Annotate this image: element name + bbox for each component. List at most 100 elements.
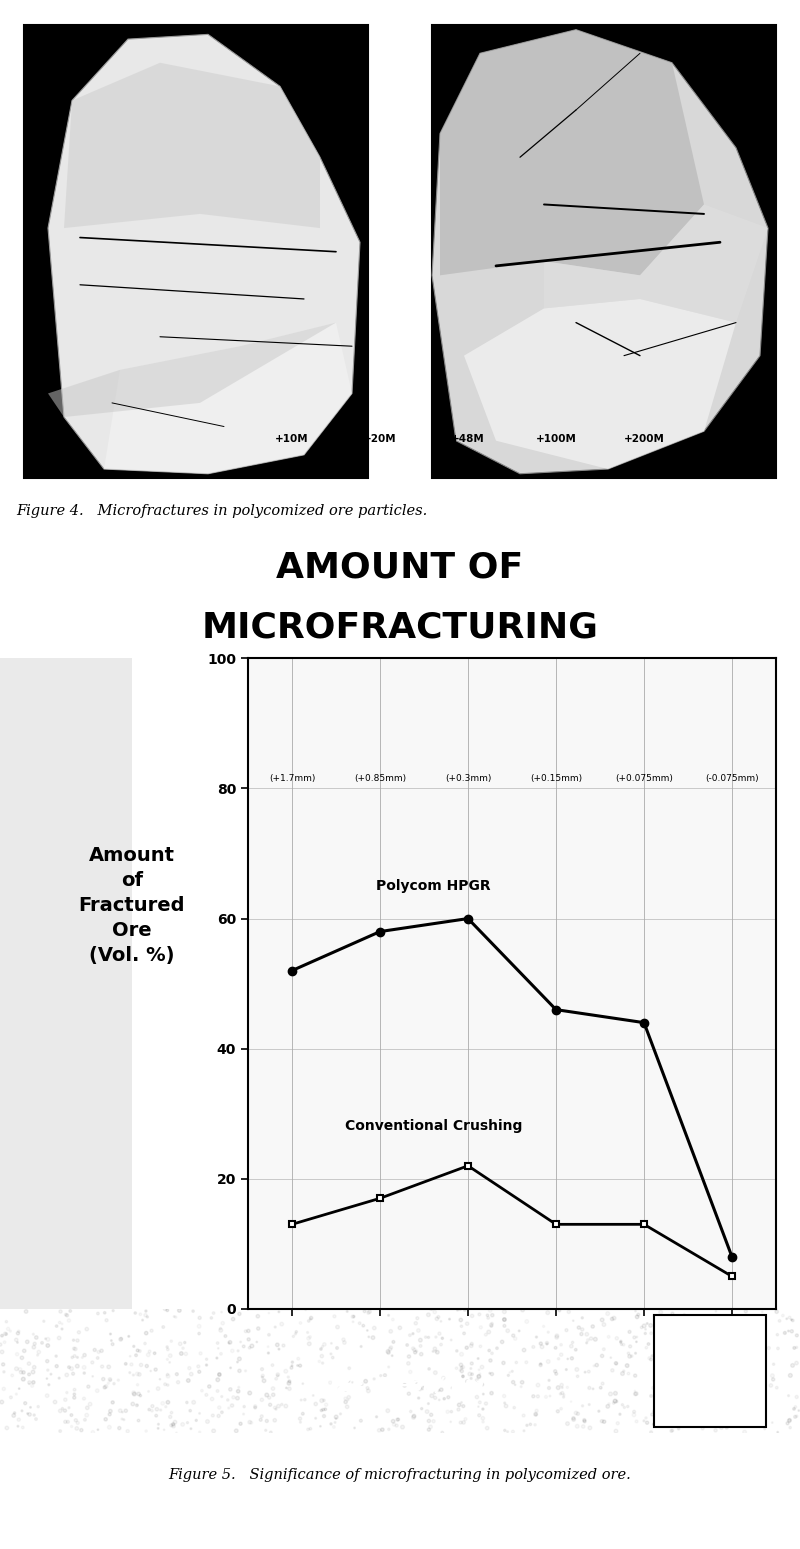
Point <box>102 1354 115 1379</box>
Point <box>207 1301 220 1326</box>
Point <box>27 1369 40 1394</box>
Point <box>502 1318 514 1343</box>
Point <box>734 1358 747 1383</box>
Point <box>662 1365 674 1389</box>
Point <box>414 1334 427 1358</box>
Point <box>59 1388 72 1413</box>
Point <box>596 1307 609 1332</box>
Point <box>136 1307 149 1332</box>
Point <box>770 1300 783 1324</box>
Point <box>596 1343 609 1368</box>
Point <box>567 1406 580 1431</box>
Point <box>534 1352 547 1377</box>
Point <box>465 1366 478 1391</box>
Point <box>71 1411 84 1436</box>
Point <box>645 1321 658 1346</box>
Point <box>301 1320 314 1345</box>
Point <box>346 1369 359 1394</box>
Point <box>686 1383 698 1408</box>
Point <box>746 1389 758 1414</box>
Point <box>582 1327 594 1352</box>
Point <box>571 1365 584 1389</box>
Point <box>587 1354 600 1379</box>
Point <box>418 1376 431 1400</box>
Point <box>645 1348 658 1372</box>
Point <box>403 1323 416 1348</box>
Point <box>789 1405 800 1430</box>
Point <box>783 1306 796 1331</box>
Point <box>142 1397 155 1422</box>
Point <box>415 1341 428 1366</box>
Point <box>722 1349 734 1374</box>
Point <box>566 1331 579 1355</box>
Point <box>146 1394 159 1419</box>
Point <box>105 1327 118 1352</box>
Point <box>262 1301 275 1326</box>
Point <box>455 1355 468 1380</box>
Point <box>710 1300 722 1324</box>
Point <box>751 1374 764 1399</box>
Point <box>783 1408 796 1433</box>
Point <box>71 1327 84 1352</box>
Point <box>510 1351 522 1376</box>
Point <box>100 1307 113 1332</box>
Point <box>234 1329 247 1354</box>
Point <box>630 1410 643 1434</box>
Point <box>607 1391 620 1416</box>
Point <box>243 1335 256 1360</box>
Point <box>610 1326 623 1351</box>
Point <box>10 1357 23 1382</box>
Point <box>437 1366 450 1391</box>
Point <box>736 1389 749 1414</box>
Point <box>140 1419 153 1444</box>
Point <box>193 1360 206 1385</box>
Point <box>788 1335 800 1360</box>
Point <box>738 1386 751 1411</box>
Point <box>514 1374 527 1399</box>
Point <box>610 1389 623 1414</box>
Point <box>174 1332 186 1357</box>
Point <box>518 1419 530 1444</box>
Point <box>667 1340 680 1365</box>
Point <box>630 1304 643 1329</box>
Point <box>685 1403 698 1428</box>
Point <box>354 1408 367 1433</box>
Point <box>1 1416 14 1441</box>
Point <box>709 1403 722 1428</box>
Point <box>302 1417 314 1442</box>
Point <box>266 1376 279 1400</box>
Point <box>748 1345 761 1369</box>
Point <box>50 1354 63 1379</box>
Point <box>146 1399 158 1424</box>
Point <box>718 1324 730 1349</box>
Point <box>689 1379 702 1403</box>
Point <box>382 1354 395 1379</box>
Point <box>297 1371 310 1396</box>
Point <box>565 1334 578 1358</box>
Point <box>580 1321 593 1346</box>
Point <box>226 1393 238 1417</box>
Point <box>578 1408 590 1433</box>
Point <box>386 1343 398 1368</box>
Point <box>315 1343 328 1368</box>
Point <box>11 1414 24 1439</box>
Point <box>187 1389 200 1414</box>
Point <box>213 1396 226 1420</box>
Point <box>142 1343 154 1368</box>
Point <box>472 1394 485 1419</box>
Point <box>84 1391 97 1416</box>
Point <box>162 1372 174 1397</box>
Point <box>753 1321 766 1346</box>
Point <box>645 1420 658 1445</box>
Point <box>531 1372 544 1397</box>
Point <box>325 1331 338 1355</box>
Point <box>27 1335 40 1360</box>
Point <box>742 1369 754 1394</box>
Point <box>41 1366 54 1391</box>
Point <box>354 1334 367 1358</box>
Point <box>529 1413 542 1437</box>
Point <box>752 1405 765 1430</box>
FancyBboxPatch shape <box>432 25 776 479</box>
Point <box>66 1414 78 1439</box>
Point <box>679 1413 692 1437</box>
